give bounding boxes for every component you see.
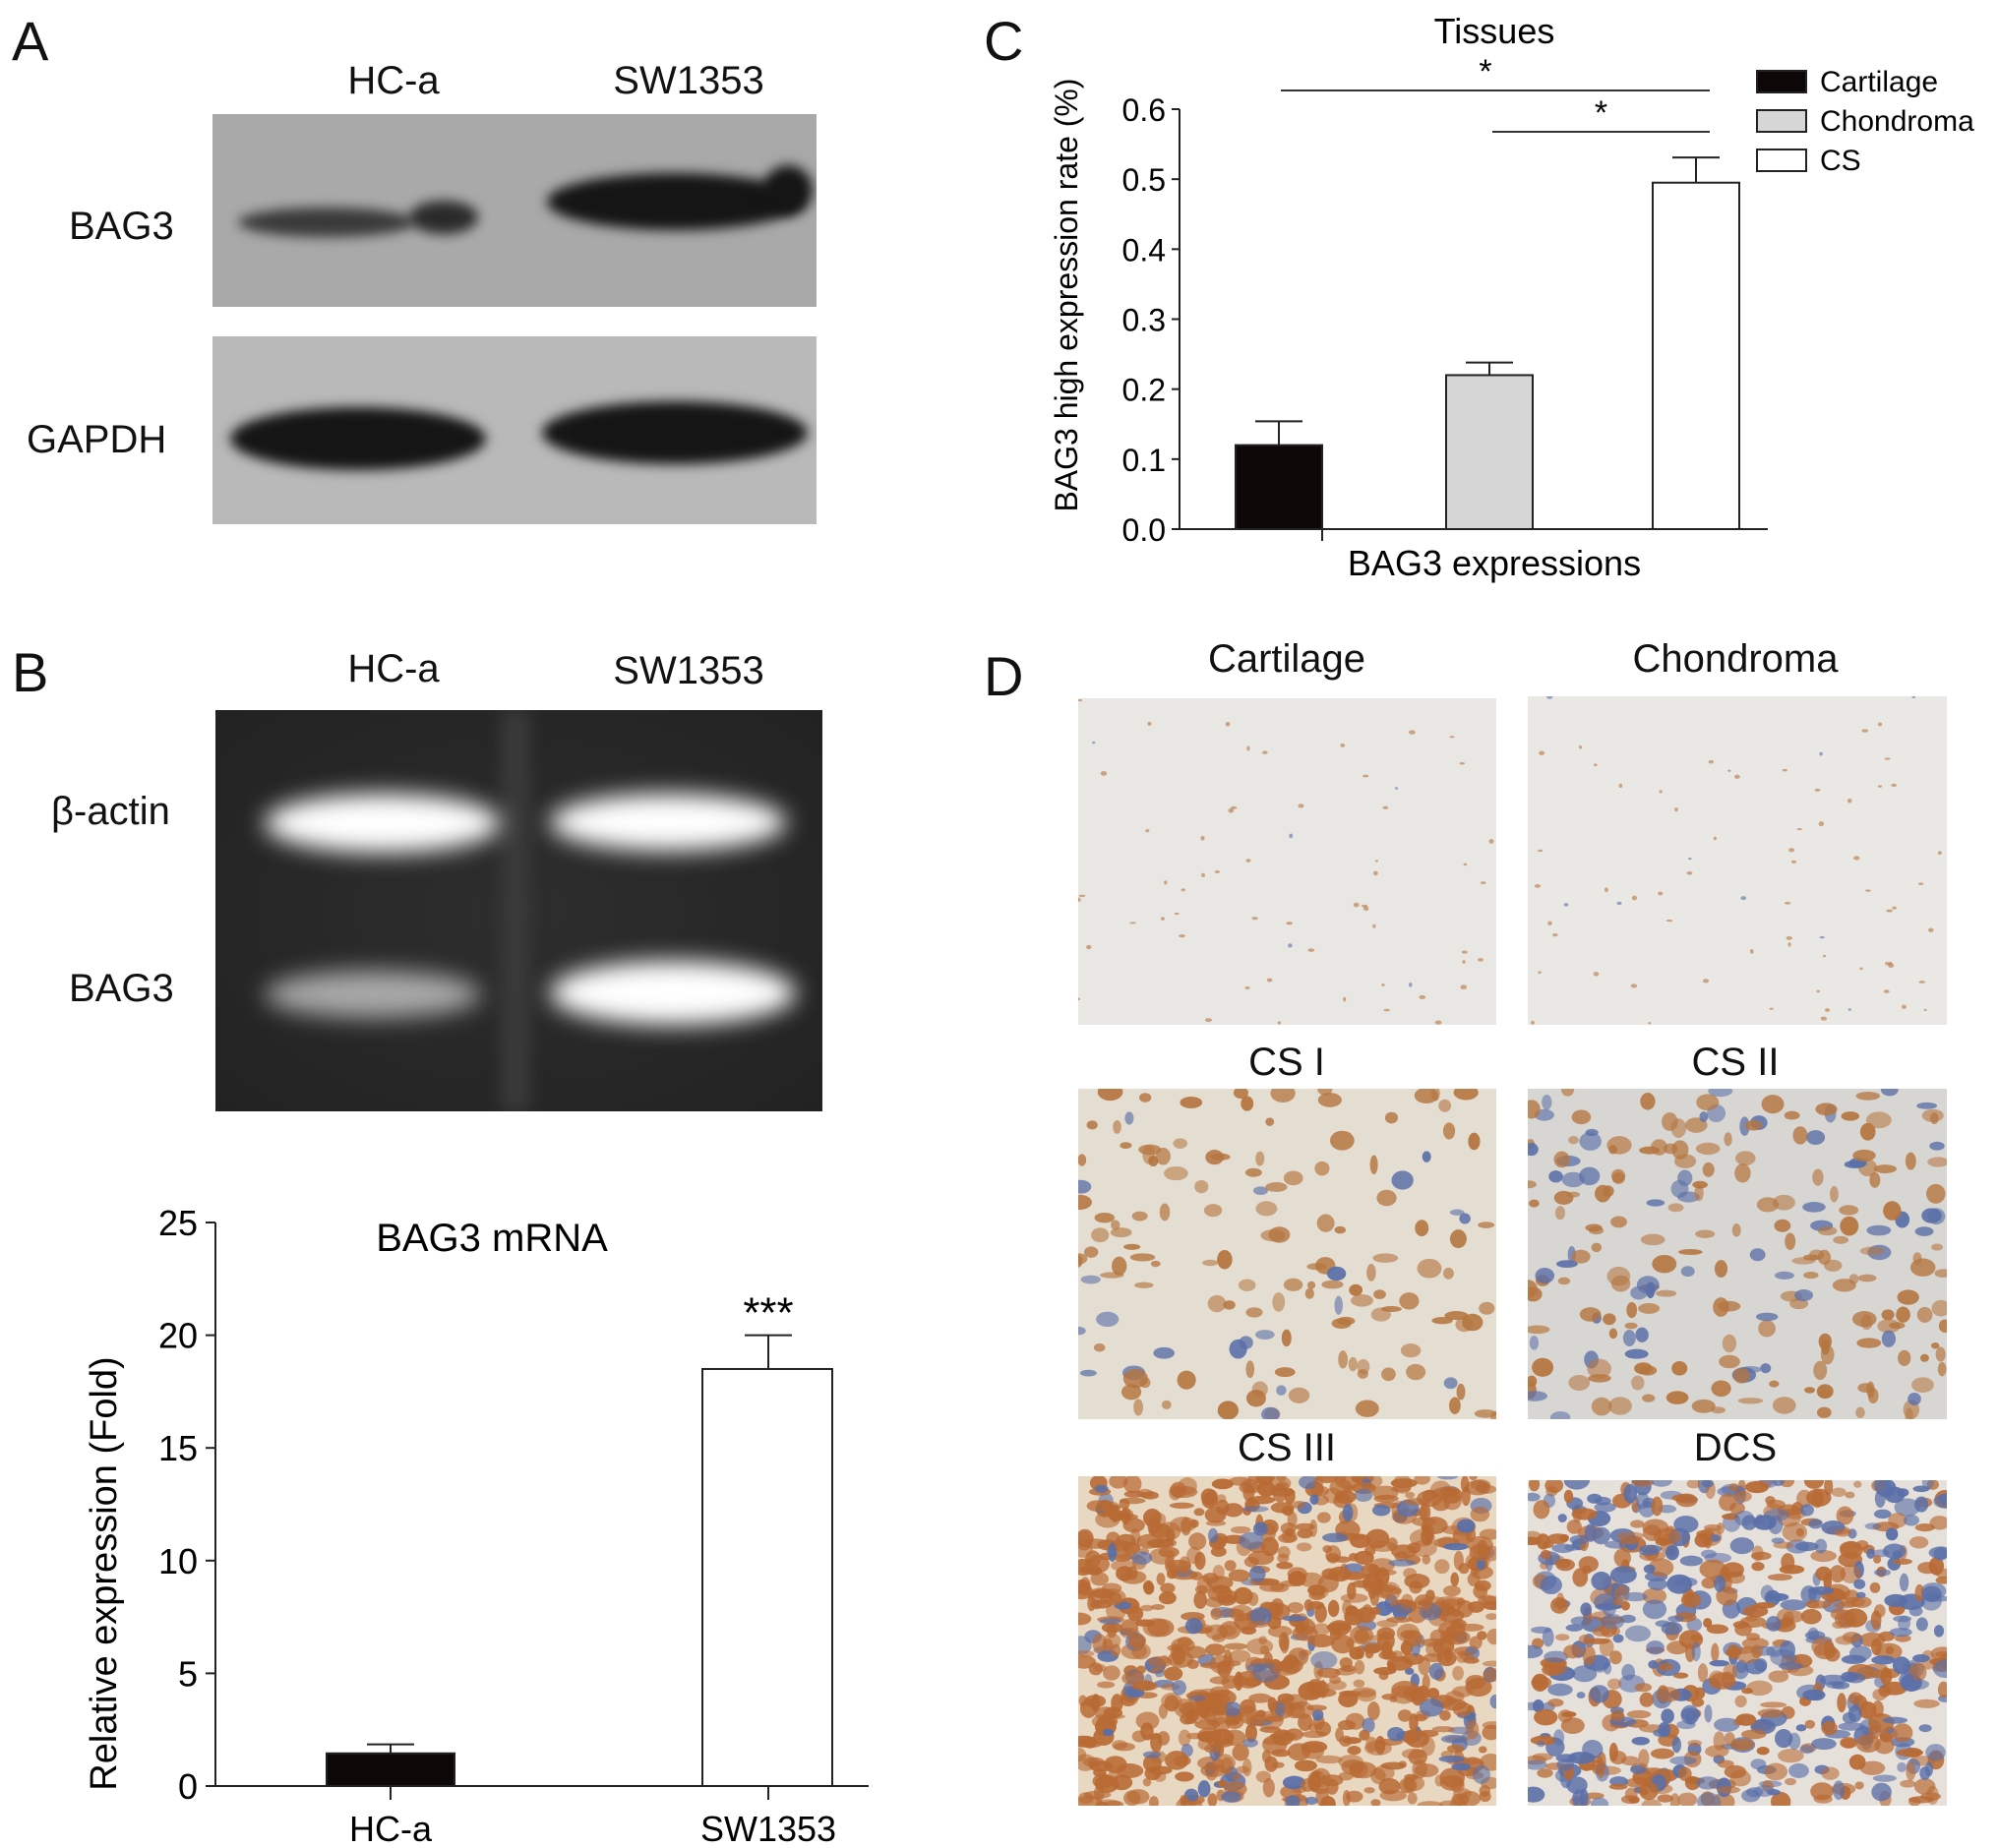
micrograph-label: DCS xyxy=(1693,1426,1778,1469)
chart-bag3-mrna: BAG3 mRNA Relative expression (Fold) 0 5 1… xyxy=(84,1203,869,1848)
bar-chondroma xyxy=(1445,374,1534,530)
micrograph-label: Chondroma xyxy=(1632,637,1839,681)
y-tick-label: 0.3 xyxy=(1122,303,1166,338)
lane-label-hca-b: HC-a xyxy=(347,647,440,690)
legend-label: Cartilage xyxy=(1820,66,1938,98)
legend-label: Chondroma xyxy=(1820,105,1974,138)
micrograph-label: CS II xyxy=(1691,1041,1780,1084)
x-axis-label: BAG3 expressions xyxy=(1348,543,1641,583)
y-tick-label: 20 xyxy=(158,1316,198,1356)
panel-letter-a: A xyxy=(12,10,49,72)
lane-label-sw1353-b: SW1353 xyxy=(613,649,764,692)
lane-label-hca: HC-a xyxy=(347,59,440,102)
y-tick-label: 15 xyxy=(158,1428,198,1468)
micrograph-label: Cartilage xyxy=(1207,637,1366,681)
legend-swatch xyxy=(1756,70,1807,93)
y-tick-label: 0.5 xyxy=(1122,162,1166,198)
agarose-gel xyxy=(215,710,822,1111)
bar-sw1353 xyxy=(701,1367,833,1787)
bar-cartilage xyxy=(1235,444,1323,531)
y-axis-label: BAG3 high expression rate (%) xyxy=(1049,78,1084,511)
panel-letter-b: B xyxy=(12,641,49,703)
micrograph-cs-ii xyxy=(1528,1089,1947,1419)
significance-label: *** xyxy=(743,1289,793,1338)
legend-swatch xyxy=(1756,109,1807,133)
chart-title: Tissues xyxy=(1434,11,1555,51)
lane-label-sw1353: SW1353 xyxy=(613,59,764,102)
x-tick-label: HC-a xyxy=(349,1809,433,1848)
micrograph-label: CS I xyxy=(1248,1041,1325,1084)
y-tick-label: 0.1 xyxy=(1122,443,1166,478)
legend-label: CS xyxy=(1820,145,1861,177)
y-tick-label: 10 xyxy=(158,1541,198,1581)
micrograph-cs-i xyxy=(1078,1089,1496,1419)
row-label-bag3: BAG3 xyxy=(69,205,174,248)
y-tick-label: 0.6 xyxy=(1122,92,1166,128)
y-axis-label: Relative expression (Fold) xyxy=(84,1356,125,1790)
micrograph-cartilage xyxy=(1078,698,1496,1025)
panel-letter-d: D xyxy=(984,645,1024,707)
significance-label: * xyxy=(1595,94,1607,132)
bar-cs xyxy=(1652,181,1740,530)
y-tick-label: 0.2 xyxy=(1122,373,1166,408)
micrograph-cs-iii xyxy=(1078,1476,1496,1806)
y-tick-label: 5 xyxy=(178,1653,198,1694)
panel-letter-c: C xyxy=(984,10,1024,72)
western-blot-gapdh xyxy=(212,336,817,524)
y-tick-label: 0.0 xyxy=(1122,512,1166,548)
x-tick-label: SW1353 xyxy=(700,1809,836,1848)
chart-tissues: Tissues BAG3 expressions BAG3 high expre… xyxy=(1049,11,1974,583)
row-label-bag3-b: BAG3 xyxy=(69,967,174,1010)
y-tick-label: 0.4 xyxy=(1122,232,1166,268)
micrograph-chondroma xyxy=(1528,696,1947,1025)
row-label-beta-actin: β-actin xyxy=(51,790,170,833)
row-label-gapdh: GAPDH xyxy=(27,418,167,461)
legend-swatch xyxy=(1756,149,1807,172)
y-tick-label: 25 xyxy=(158,1203,198,1243)
y-tick-label: 0 xyxy=(178,1766,198,1807)
chart-title: BAG3 mRNA xyxy=(376,1217,608,1260)
micrograph-dcs xyxy=(1528,1480,1947,1806)
western-blot-bag3 xyxy=(212,114,817,307)
bar-hc-a xyxy=(326,1752,455,1787)
micrograph-label: CS III xyxy=(1237,1426,1337,1469)
significance-label: * xyxy=(1479,53,1491,90)
